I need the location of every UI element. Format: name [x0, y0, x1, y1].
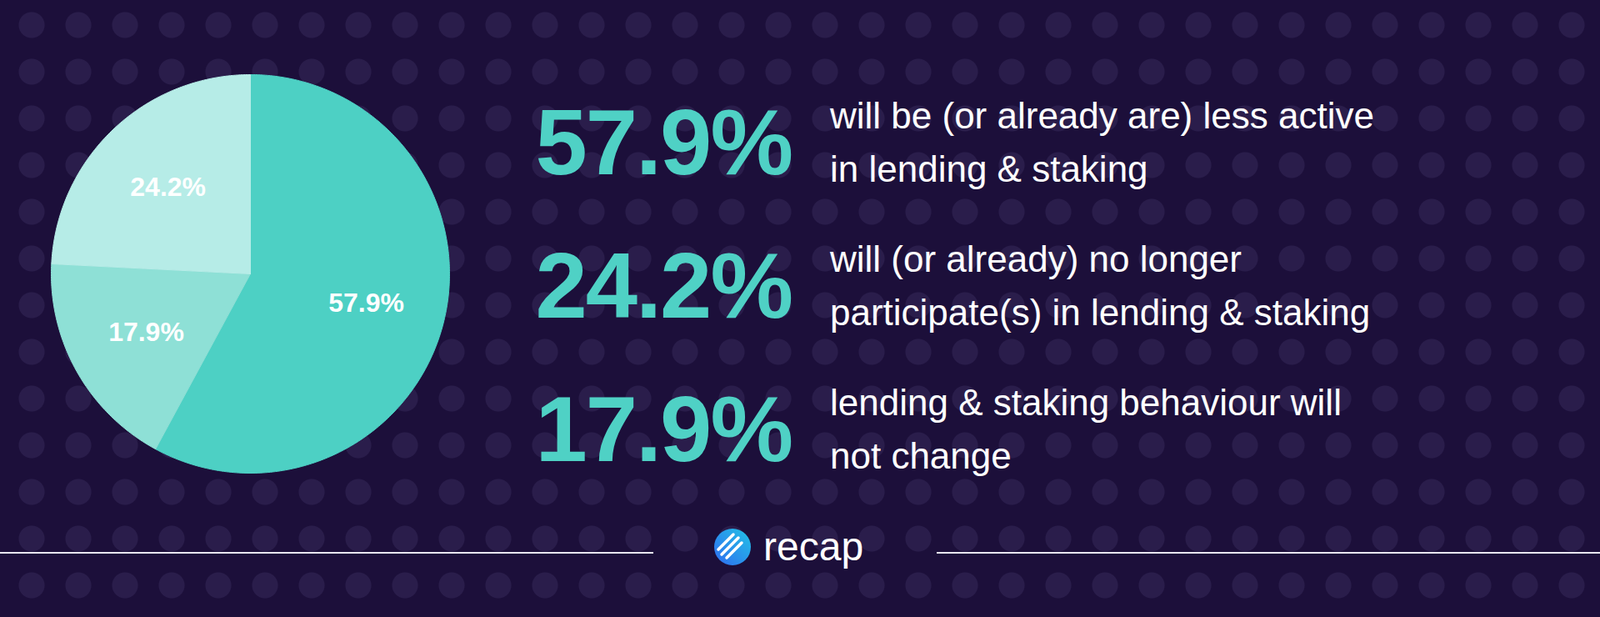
html-text:will be (or already are) less: will be (or already are) less active in …: [830, 95, 1375, 190]
html-text:24.2%: 24.2%: [535, 233, 792, 338]
html-text:recap: recap: [763, 524, 864, 569]
html-text:will (or already) no longer pa: will (or already) no longer participate(…: [830, 238, 1371, 333]
svg-text:57.9%: 57.9%: [328, 287, 405, 318]
svg-text:17.9%: 17.9%: [108, 316, 185, 347]
html-text:17.9%: 17.9%: [535, 376, 792, 481]
html-text:lending & staking behaviour wi: lending & staking behaviour will not cha…: [830, 381, 1342, 476]
html-text:57.9%: 57.9%: [535, 90, 792, 195]
svg-text:24.2%: 24.2%: [130, 171, 206, 202]
